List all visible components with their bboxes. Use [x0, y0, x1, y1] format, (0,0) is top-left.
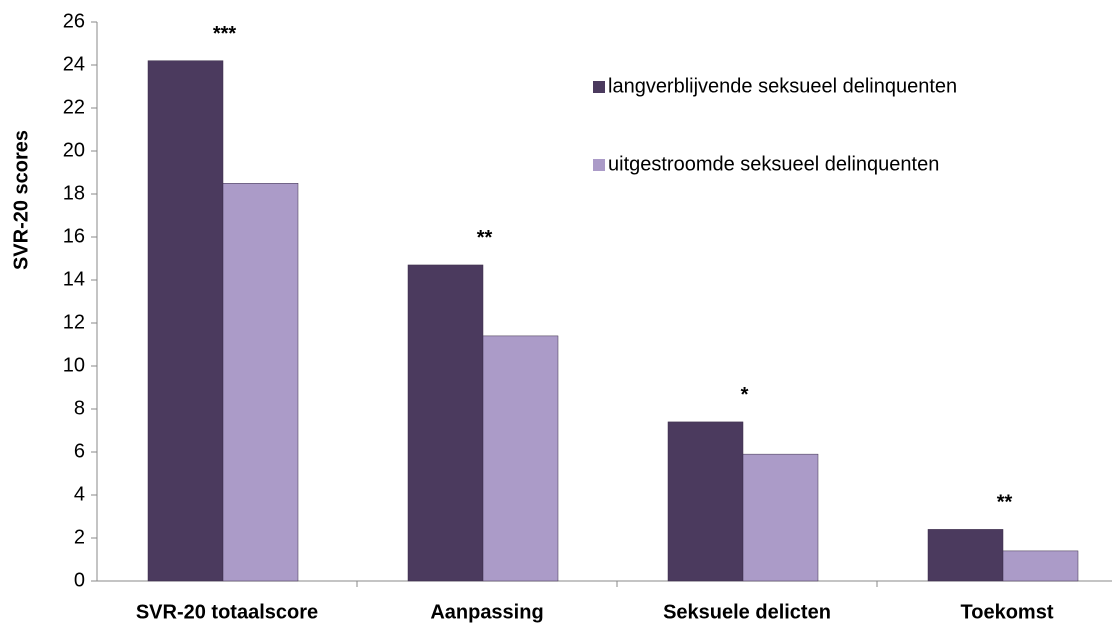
x-tick-label: SVR-20 totaalscore — [136, 601, 318, 623]
y-tick-label: 26 — [63, 10, 85, 32]
y-tick-label: 6 — [74, 440, 85, 462]
bar — [147, 60, 224, 582]
legend-label: langverblijvende seksueel delinquenten — [608, 75, 957, 97]
legend-swatch — [593, 81, 605, 93]
significance-label: * — [741, 384, 749, 406]
bar — [407, 264, 484, 582]
y-tick-label: 0 — [74, 569, 85, 591]
y-tick-label: 4 — [74, 483, 85, 505]
y-tick-label: 10 — [63, 354, 85, 376]
legend-label: uitgestroomde seksueel delinquenten — [608, 153, 939, 175]
significance-label: ** — [477, 227, 493, 249]
bar — [482, 335, 559, 582]
y-tick-label: 16 — [63, 225, 85, 247]
y-tick-label: 14 — [63, 268, 85, 290]
bar — [742, 453, 819, 582]
x-tick-label: Seksuele delicten — [663, 601, 831, 623]
y-tick-label: 12 — [63, 311, 85, 333]
y-tick-label: 8 — [74, 397, 85, 419]
bar — [667, 421, 744, 582]
y-axis-label: SVR-20 scores — [10, 130, 32, 270]
x-tick-label: Toekomst — [961, 601, 1054, 623]
y-tick-label: 2 — [74, 526, 85, 548]
legend-swatch — [593, 159, 605, 171]
x-tick-label: Aanpassing — [430, 601, 543, 623]
y-tick-label: 24 — [63, 53, 85, 75]
y-tick-label: 18 — [63, 182, 85, 204]
bar — [927, 529, 1004, 582]
y-tick-label: 20 — [63, 139, 85, 161]
bar — [222, 183, 299, 582]
significance-label: ** — [997, 492, 1013, 514]
y-tick-label: 22 — [63, 96, 85, 118]
bar — [1002, 550, 1079, 582]
significance-label: *** — [213, 23, 237, 45]
